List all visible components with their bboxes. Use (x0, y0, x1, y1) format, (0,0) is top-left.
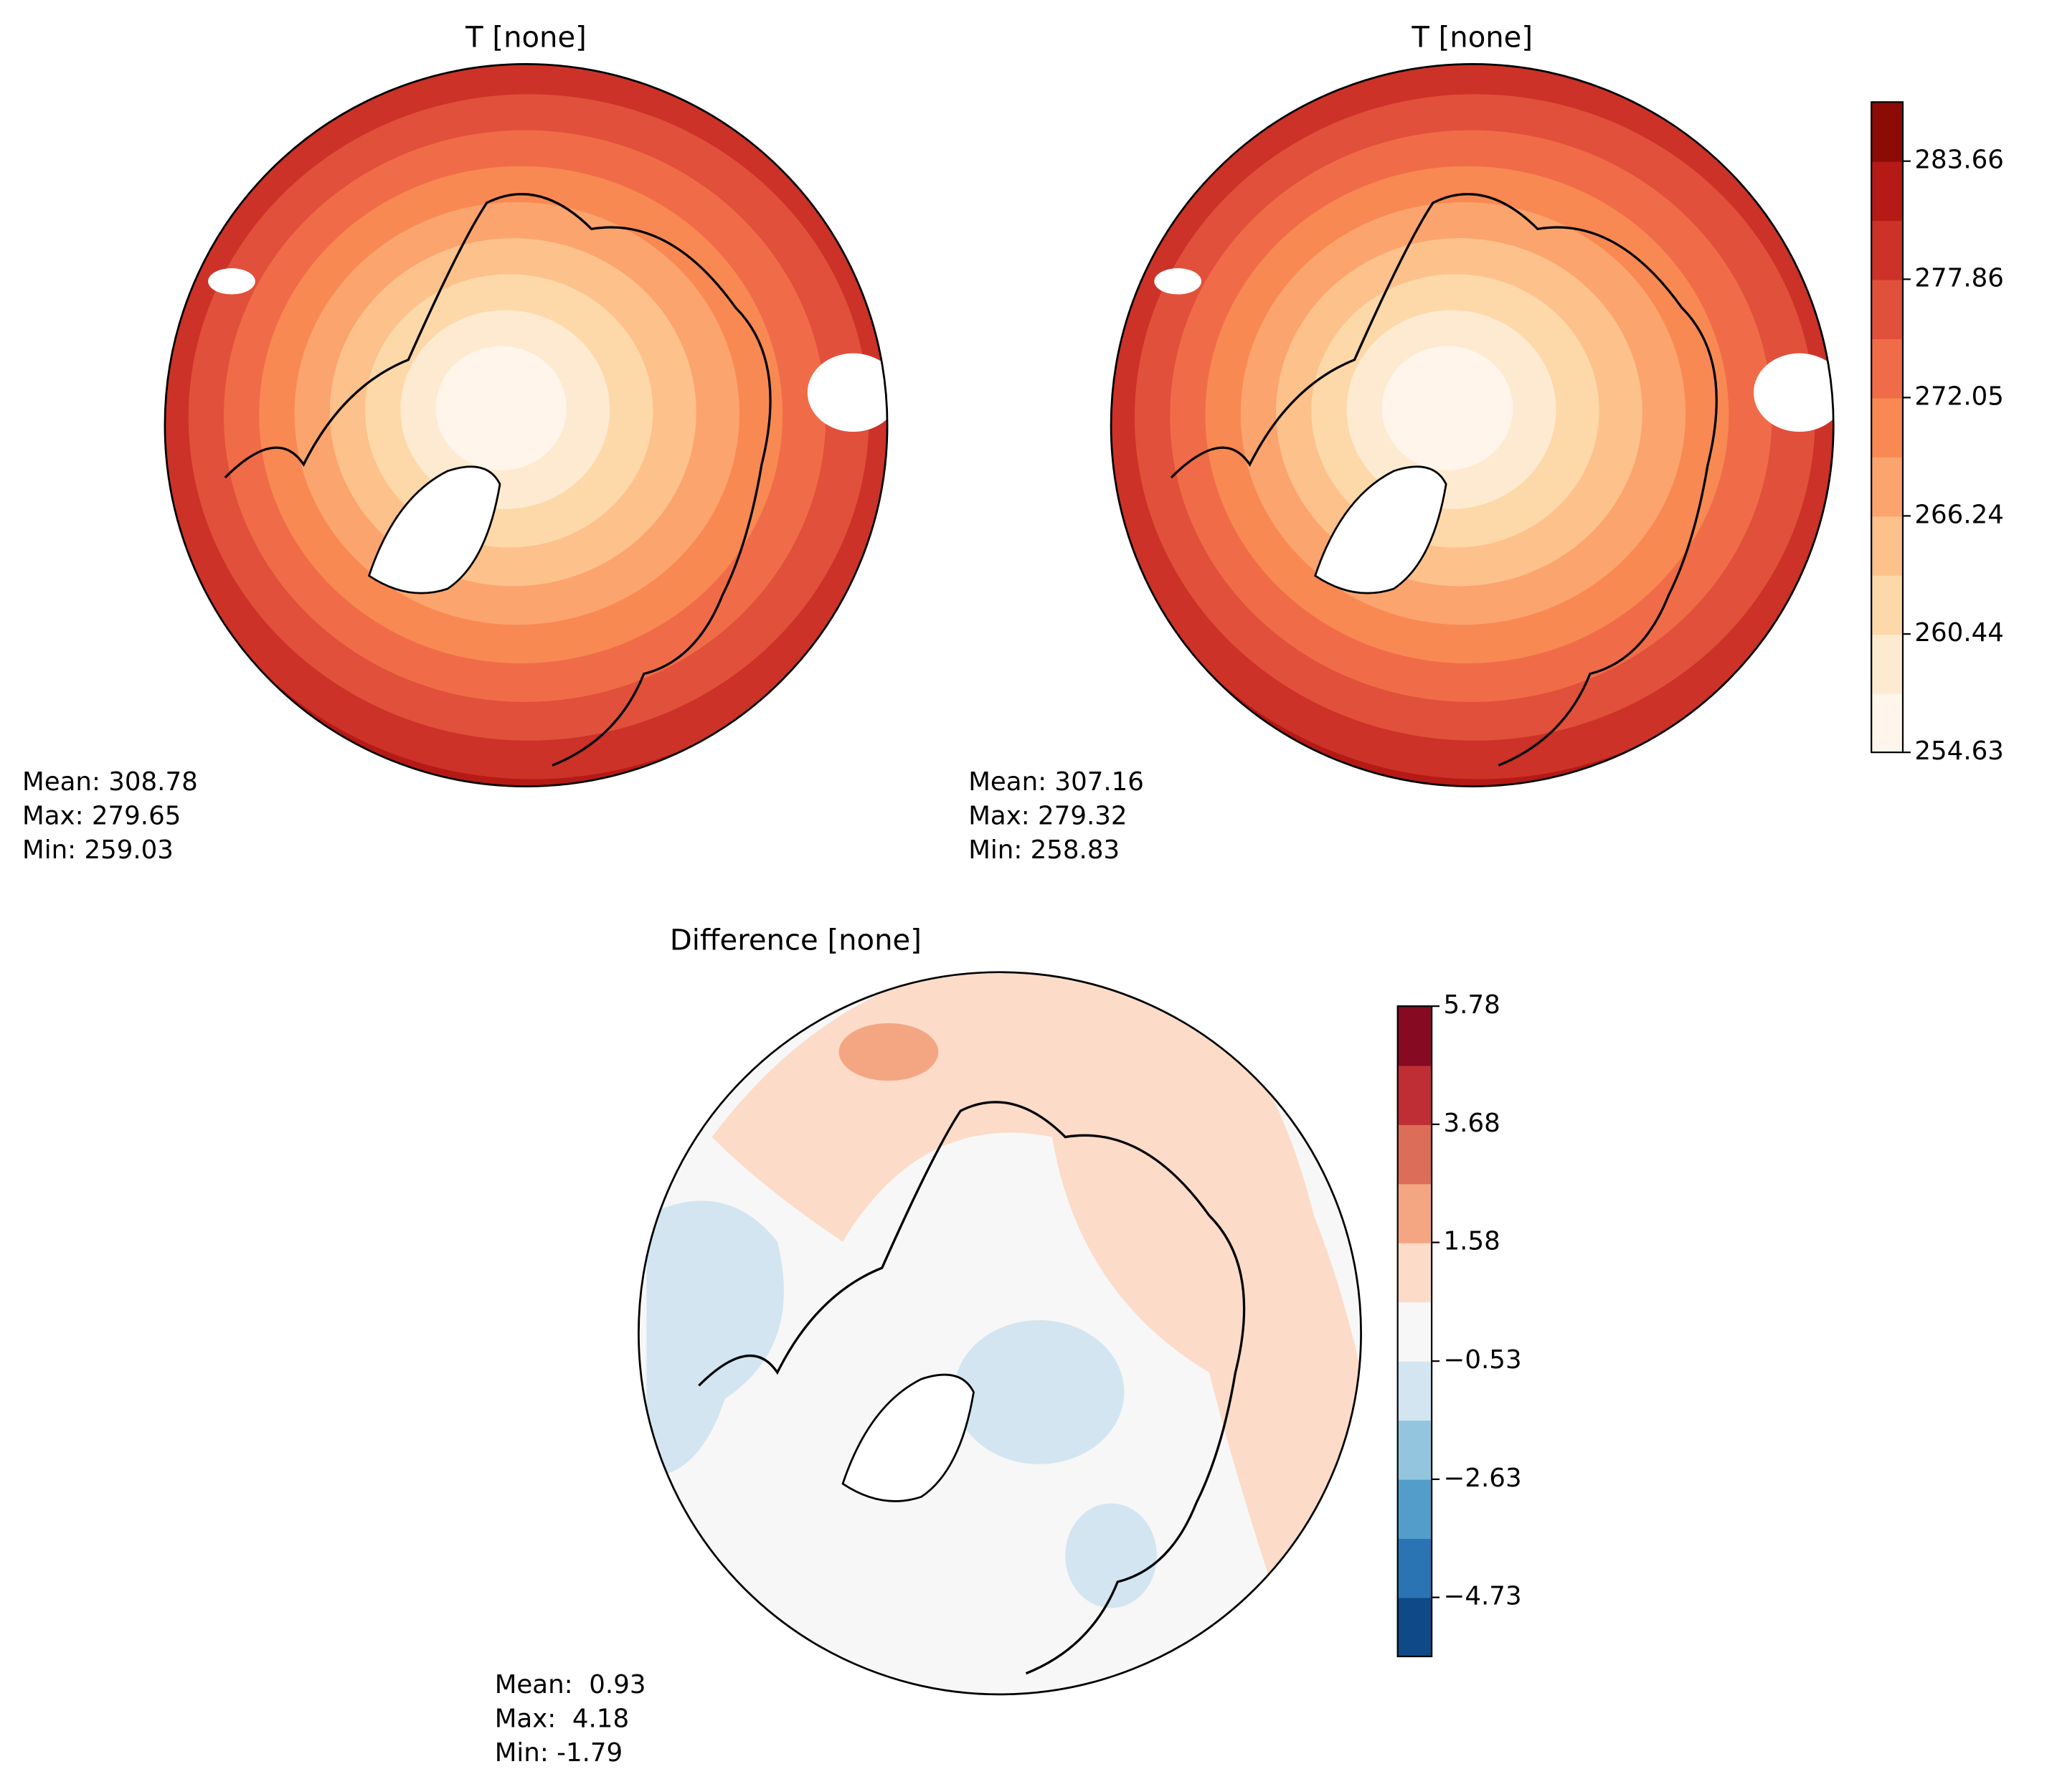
colorbar-band (1871, 338, 1903, 399)
colorbar-band (1397, 1242, 1432, 1303)
maps (164, 63, 1835, 1696)
colorbar-band (1397, 1006, 1432, 1066)
colorbar-tick-label: 266.24 (1914, 500, 2004, 529)
panel-title: Difference [none] (670, 924, 922, 957)
colorbar-band (1397, 1538, 1432, 1598)
colorbar-band (1397, 1420, 1432, 1480)
colorbar-tick-label: 254.63 (1914, 736, 2004, 766)
colorbar-tick-label: 272.05 (1914, 381, 2004, 411)
stat-text: Max: 279.65 (22, 802, 181, 831)
colorbar-band (1871, 279, 1903, 339)
stat-text: Min: 258.83 (968, 835, 1120, 865)
coastline (698, 1101, 1246, 1675)
colorbar-band (1871, 634, 1903, 694)
map-field (638, 972, 1361, 1694)
stat-text: Mean: 308.78 (22, 767, 198, 797)
colorbar-band (1397, 1065, 1432, 1125)
ice-sheet (841, 1373, 975, 1502)
colorbar-band (1871, 574, 1903, 635)
missing-area (1154, 268, 1201, 295)
colorbar-tick-label: 277.86 (1914, 263, 2004, 293)
colorbar-band (1397, 1124, 1432, 1185)
colorbar-band (1397, 1360, 1432, 1421)
colorbar-band (1397, 1302, 1432, 1362)
map-border (1110, 63, 1835, 787)
colorbar-tick-label: 1.58 (1444, 1227, 1500, 1256)
missing-area (1753, 353, 1834, 432)
colorbar-band (1871, 102, 1903, 162)
map-border (164, 63, 889, 787)
map-border (638, 971, 1362, 1696)
map-band (435, 346, 567, 470)
colorbar-tick-label: 260.44 (1914, 618, 2004, 648)
map-band (646, 1200, 784, 1477)
colorbar-frame (1871, 101, 1904, 754)
colorbar-band (1871, 693, 1903, 754)
colorbar-tick-label: −0.53 (1444, 1345, 1522, 1375)
colorbar-band (1871, 161, 1903, 222)
colorbar-band (1397, 1479, 1432, 1540)
colorbar-tick-label: 5.78 (1444, 990, 1500, 1020)
stat-text: Min: -1.79 (495, 1738, 623, 1768)
colorbar-tick-label: −4.73 (1444, 1582, 1522, 1611)
stat-text: Mean: 307.16 (968, 767, 1144, 797)
map-band (711, 972, 1361, 1634)
colorbar-tick-label: 283.66 (1914, 146, 2004, 175)
map-field (164, 64, 888, 787)
stat-text: Mean: 0.93 (495, 1670, 646, 1699)
colorbar-band (1871, 456, 1903, 517)
ice-sheet (1314, 465, 1447, 594)
colorbar-frame (1396, 1005, 1433, 1658)
ice-sheet (367, 465, 501, 594)
colorbar-band (1871, 397, 1903, 458)
coastline (1170, 193, 1718, 767)
colorbar-band (1397, 1183, 1432, 1243)
map-band (1381, 346, 1513, 470)
map-field (1111, 64, 1834, 787)
stat-text: Max: 279.32 (968, 802, 1127, 831)
map-band (1065, 1503, 1157, 1608)
stat-text: Min: 259.03 (22, 835, 174, 865)
map-band (838, 1023, 939, 1081)
stat-text: Max: 4.18 (495, 1704, 629, 1733)
colorbar-band (1397, 1597, 1432, 1657)
map-band (954, 1320, 1125, 1464)
colorbar-tick-label: −2.63 (1444, 1464, 1522, 1493)
colorbar-band (1871, 516, 1903, 576)
panel-title: T [none] (465, 22, 587, 54)
missing-area (807, 353, 888, 432)
missing-area (208, 268, 255, 295)
colorbar-band (1871, 220, 1903, 280)
panel-title: T [none] (1411, 22, 1533, 54)
coastline (224, 193, 772, 767)
colorbar-tick-label: 3.68 (1444, 1109, 1500, 1138)
